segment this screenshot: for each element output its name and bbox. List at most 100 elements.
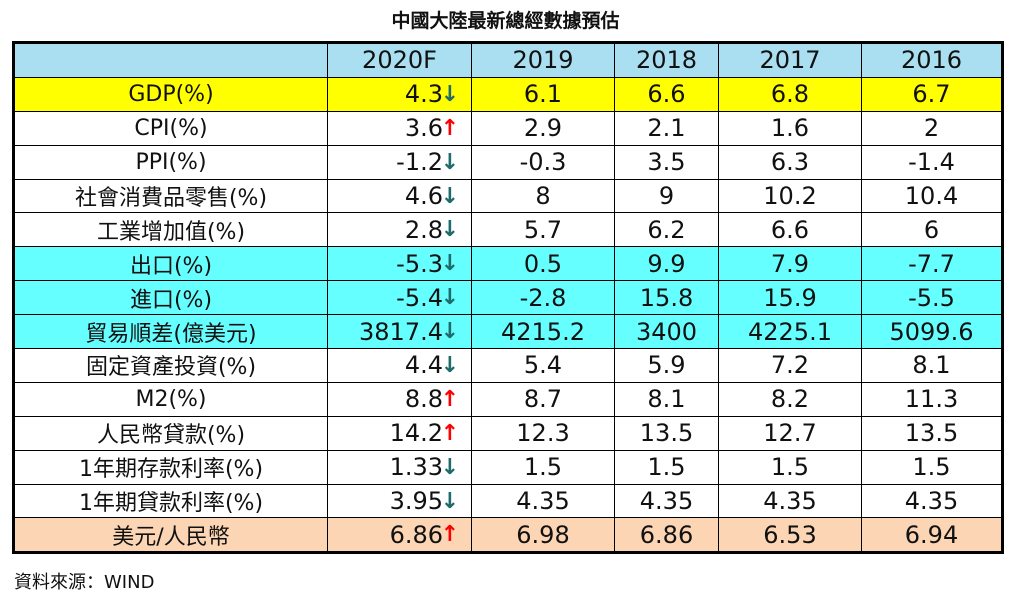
cell-2020f: 3817.4 ↓ xyxy=(327,314,472,350)
arrow-down-icon: ↓ xyxy=(440,285,459,311)
table-row: 工業增加值(%) 2.8 ↓ 5.7 6.2 6.6 6 xyxy=(13,212,1003,248)
cell-value: 0.5 xyxy=(471,246,615,282)
cell-value: 4.35 xyxy=(471,483,615,519)
cell-value: 15.9 xyxy=(718,280,862,316)
row-label: 貿易順差(億美元) xyxy=(13,314,328,350)
table-row: 1年期貸款利率(%) 3.95 ↓ 4.35 4.35 4.35 4.35 xyxy=(13,483,1003,519)
cell-value: -1.4 xyxy=(861,144,1003,180)
cell-value: 13.5 xyxy=(614,415,719,451)
row-label: 社會消費品零售(%) xyxy=(13,178,328,214)
macro-data-table: 2020F 2019 2018 2017 2016 GDP(%) 4.3 ↓ 6.1 6.6 6.8… xyxy=(12,41,1004,555)
cell-value: 8.8 xyxy=(404,385,443,414)
cell-value: 10.2 xyxy=(718,178,862,214)
cell-value: 6.3 xyxy=(718,144,862,180)
cell-value: 7.2 xyxy=(718,348,862,383)
cell-value: 2.9 xyxy=(471,110,615,146)
arrow-down-icon: ↓ xyxy=(440,488,459,514)
cell-value: 8.2 xyxy=(718,381,862,417)
row-label: PPI(%) xyxy=(13,144,328,180)
cell-value: 3817.4 xyxy=(359,317,443,346)
cell-value: 4.3 xyxy=(404,80,443,109)
cell-value: 5.7 xyxy=(471,212,615,248)
table-row: M2(%) 8.8 ↑ 8.7 8.1 8.2 11.3 xyxy=(13,381,1003,417)
cell-value: 6.94 xyxy=(861,517,1003,554)
cell-value: 6.7 xyxy=(861,76,1003,112)
cell-value: 12.7 xyxy=(718,415,862,451)
cell-2020f: 6.86 ↑ xyxy=(327,517,472,554)
row-label: 出口(%) xyxy=(13,246,328,282)
row-label: 美元/人民幣 xyxy=(13,517,328,554)
row-label: 工業增加值(%) xyxy=(13,212,328,248)
cell-value: 6.6 xyxy=(718,212,862,248)
cell-2020f: 14.2 ↑ xyxy=(327,415,472,451)
cell-value: 5099.6 xyxy=(861,314,1003,350)
column-header: 2016 xyxy=(861,42,1003,78)
cell-value: 13.5 xyxy=(861,415,1003,451)
header-row: 2020F 2019 2018 2017 2016 xyxy=(13,42,1003,78)
arrow-down-icon: ↓ xyxy=(440,251,459,277)
cell-value: 5.9 xyxy=(614,348,719,383)
table-row: 1年期存款利率(%) 1.33 ↓ 1.5 1.5 1.5 1.5 xyxy=(13,449,1003,485)
cell-value: -5.3 xyxy=(396,249,443,278)
cell-value: 6.6 xyxy=(614,76,719,112)
cell-2020f: 3.95 ↓ xyxy=(327,483,472,519)
cell-value: 5.4 xyxy=(471,348,615,383)
arrow-down-icon: ↓ xyxy=(440,217,459,243)
cell-value: -0.3 xyxy=(471,144,615,180)
cell-value: 6.2 xyxy=(614,212,719,248)
cell-value: 8.1 xyxy=(614,381,719,417)
cell-value: -7.7 xyxy=(861,246,1003,282)
table-row: 社會消費品零售(%) 4.6 ↓ 8 9 10.2 10.4 xyxy=(13,178,1003,214)
cell-value: 7.9 xyxy=(718,246,862,282)
cell-2020f: 3.6 ↑ xyxy=(327,110,472,146)
row-label: GDP(%) xyxy=(13,76,328,112)
cell-value: 8 xyxy=(471,178,615,214)
column-header: 2020F xyxy=(327,42,472,78)
cell-2020f: -1.2 ↓ xyxy=(327,144,472,180)
arrow-down-icon: ↓ xyxy=(440,319,459,345)
row-label: 進口(%) xyxy=(13,280,328,316)
cell-2020f: -5.3 ↓ xyxy=(327,246,472,282)
cell-value: 6.86 xyxy=(389,520,443,549)
cell-value: 3.5 xyxy=(614,144,719,180)
arrow-down-icon: ↓ xyxy=(440,81,459,107)
cell-value: 4.4 xyxy=(404,351,443,380)
cell-value: 6.98 xyxy=(471,517,615,554)
cell-2020f: 4.4 ↓ xyxy=(327,348,472,383)
table-row: GDP(%) 4.3 ↓ 6.1 6.6 6.8 6.7 xyxy=(13,76,1003,112)
cell-value: 6.8 xyxy=(718,76,862,112)
row-label: CPI(%) xyxy=(13,110,328,146)
table-row: 出口(%) -5.3 ↓ 0.5 9.9 7.9 -7.7 xyxy=(13,246,1003,282)
cell-2020f: 2.8 ↓ xyxy=(327,212,472,248)
row-label: 人民幣貸款(%) xyxy=(13,415,328,451)
table-row: CPI(%) 3.6 ↑ 2.9 2.1 1.6 2 xyxy=(13,110,1003,146)
cell-value: 4.35 xyxy=(614,483,719,519)
cell-value: 1.6 xyxy=(718,110,862,146)
arrow-up-icon: ↑ xyxy=(440,115,459,141)
cell-value: 3.6 xyxy=(404,114,443,143)
cell-value: 6.53 xyxy=(718,517,862,554)
cell-value: -5.4 xyxy=(396,283,443,312)
table-row: 進口(%) -5.4 ↓ -2.8 15.8 15.9 -5.5 xyxy=(13,280,1003,316)
table-row: 人民幣貸款(%) 14.2 ↑ 12.3 13.5 12.7 13.5 xyxy=(13,415,1003,451)
cell-value: 11.3 xyxy=(861,381,1003,417)
table-row: 固定資產投資(%) 4.4 ↓ 5.4 5.9 7.2 8.1 xyxy=(13,348,1003,383)
arrow-down-icon: ↓ xyxy=(440,454,459,480)
arrow-down-icon: ↓ xyxy=(440,149,459,175)
cell-value: 9.9 xyxy=(614,246,719,282)
arrow-up-icon: ↑ xyxy=(440,386,459,412)
cell-value: 1.5 xyxy=(471,449,615,485)
cell-value: -2.8 xyxy=(471,280,615,316)
row-label: 1年期貸款利率(%) xyxy=(13,483,328,519)
cell-value: 3400 xyxy=(614,314,719,350)
arrow-up-icon: ↑ xyxy=(440,420,459,446)
cell-value: 6.1 xyxy=(471,76,615,112)
table-row: 美元/人民幣 6.86 ↑ 6.98 6.86 6.53 6.94 xyxy=(13,517,1003,554)
row-label: 1年期存款利率(%) xyxy=(13,449,328,485)
table-title: 中國大陸最新總經數據預估 xyxy=(391,10,620,32)
cell-value: -5.5 xyxy=(861,280,1003,316)
cell-value: -1.2 xyxy=(396,148,443,177)
cell-value: 9 xyxy=(614,178,719,214)
cell-value: 4.35 xyxy=(861,483,1003,519)
cell-value: 1.33 xyxy=(389,453,443,482)
